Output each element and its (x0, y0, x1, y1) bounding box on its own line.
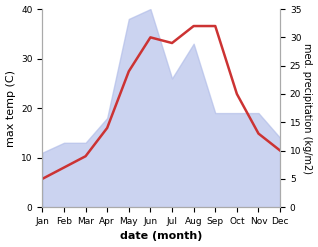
Y-axis label: max temp (C): max temp (C) (5, 70, 16, 147)
Y-axis label: med. precipitation (kg/m2): med. precipitation (kg/m2) (302, 43, 313, 174)
X-axis label: date (month): date (month) (120, 231, 203, 242)
